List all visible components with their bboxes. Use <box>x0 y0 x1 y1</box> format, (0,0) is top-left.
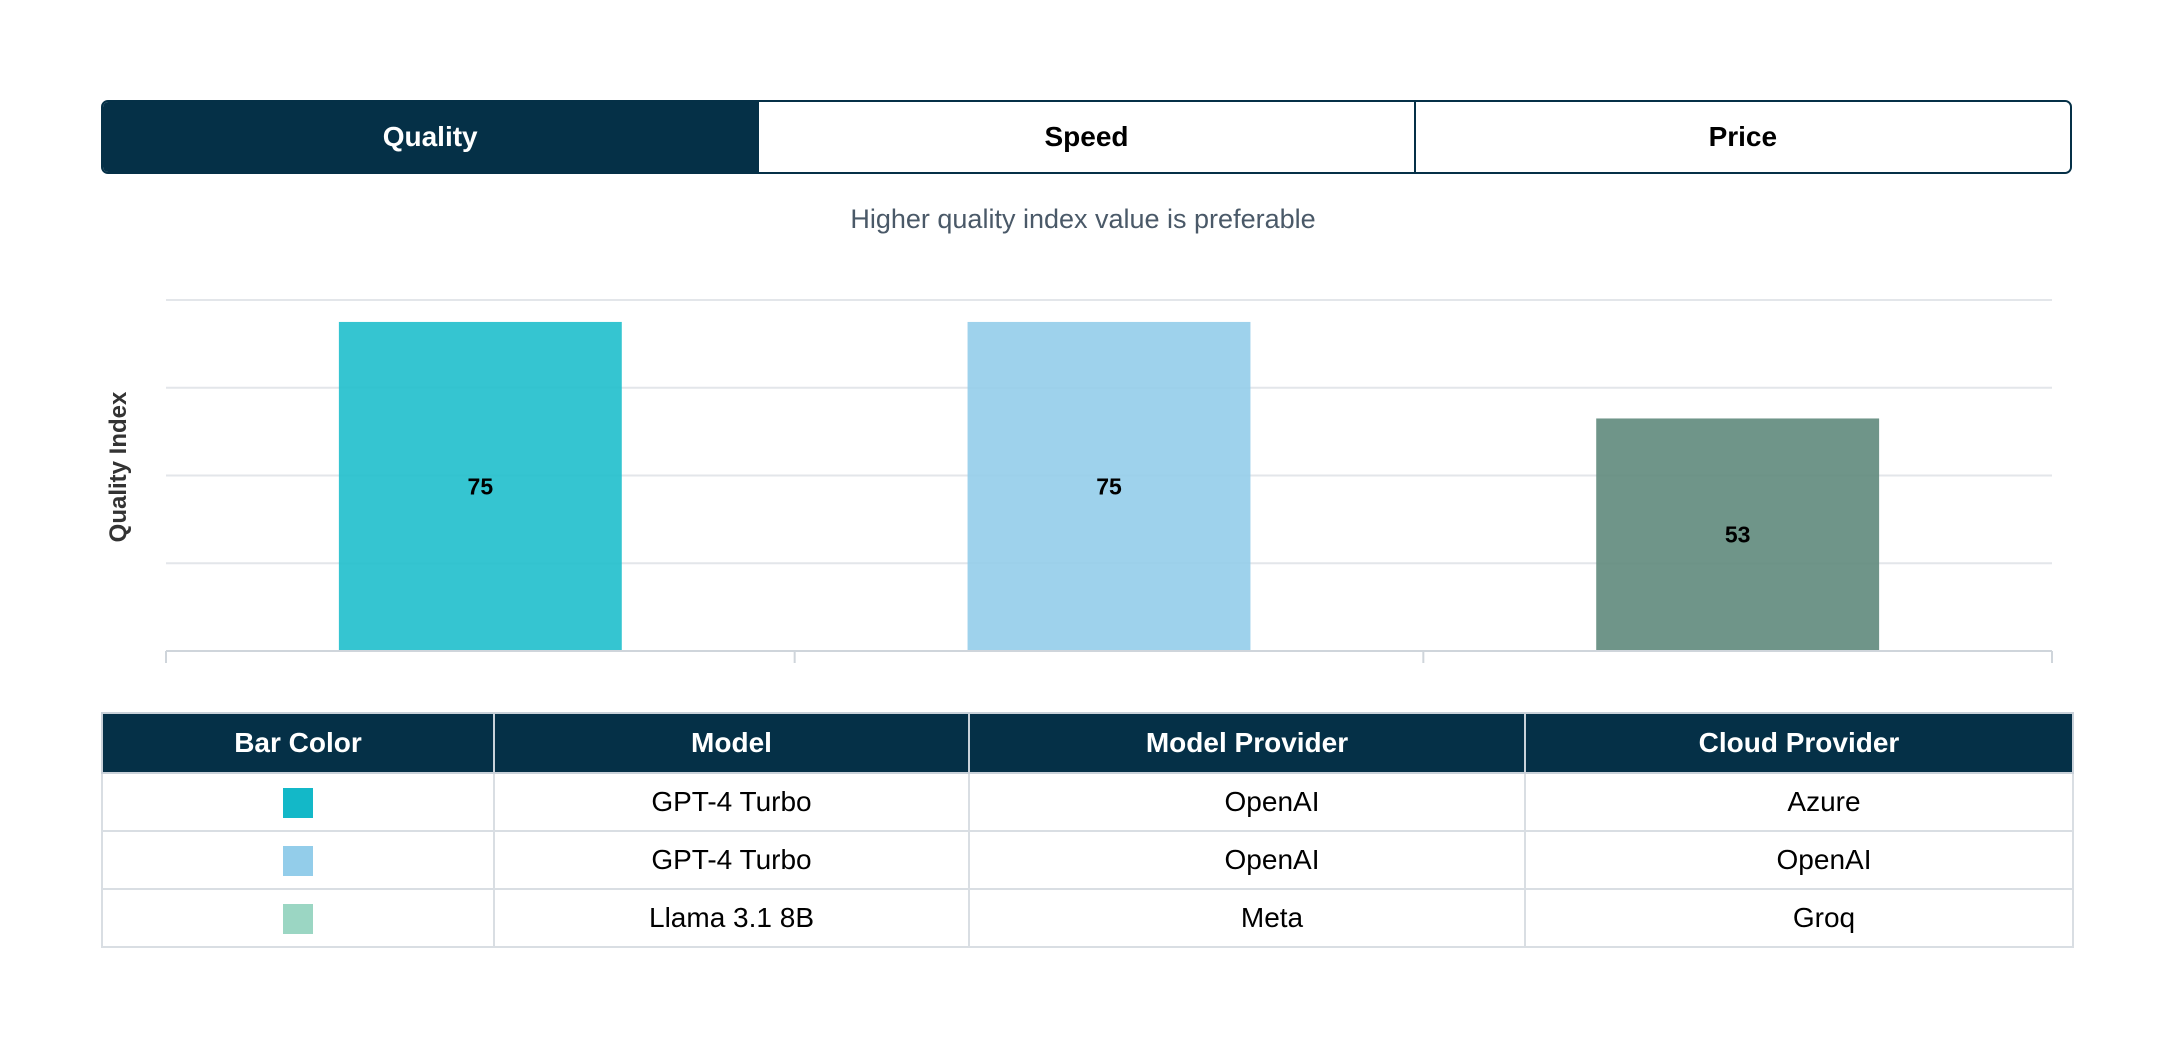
cloud-provider-cell: Groq <box>1524 888 2074 948</box>
cloud-provider-cell: Azure <box>1524 772 2074 832</box>
bar[interactable] <box>338 321 622 651</box>
table-row: GPT-4 Turbo OpenAI Azure <box>101 772 2074 832</box>
chart-subtitle: Higher quality index value is preferable <box>850 204 1316 234</box>
header-cloud-provider: Cloud Provider <box>1524 712 2074 774</box>
header-model: Model <box>493 712 970 774</box>
tab-price[interactable]: Price <box>1413 102 2070 172</box>
bars: 75 75 53 <box>338 321 1880 651</box>
model-cell: GPT-4 Turbo <box>493 772 970 832</box>
bar-color-cell <box>101 772 495 832</box>
color-swatch <box>283 788 313 819</box>
legend-table: Bar Color Model Model Provider Cloud Pro… <box>101 712 2074 948</box>
model-provider-cell: Meta <box>968 888 1526 948</box>
model-cell: Llama 3.1 8B <box>493 888 970 948</box>
tab-quality[interactable]: Quality <box>103 102 758 172</box>
y-axis-label: Quality Index <box>105 391 132 542</box>
bar-value-label: 53 <box>1725 522 1751 548</box>
bar[interactable] <box>1596 418 1880 651</box>
x-axis <box>165 650 2053 663</box>
bar-value-label: 75 <box>468 473 494 499</box>
table-row: GPT-4 Turbo OpenAI OpenAI <box>101 830 2074 890</box>
bar-value-label: 75 <box>1096 473 1122 499</box>
model-provider-cell: OpenAI <box>968 830 1526 890</box>
header-model-provider: Model Provider <box>968 712 1526 774</box>
color-swatch <box>283 904 313 935</box>
header-bar-color: Bar Color <box>101 712 495 774</box>
model-provider-cell: OpenAI <box>968 772 1526 832</box>
metric-tabs: Quality Speed Price <box>101 100 2072 174</box>
cloud-provider-cell: OpenAI <box>1524 830 2074 890</box>
bar-color-cell <box>101 830 495 890</box>
bar[interactable] <box>967 321 1251 651</box>
legend-header-row: Bar Color Model Model Provider Cloud Pro… <box>101 712 2074 774</box>
table-row: Llama 3.1 8B Meta Groq <box>101 888 2074 948</box>
bar-color-cell <box>101 888 495 948</box>
quality-bar-chart: 75 75 53 Quality Index <box>105 299 2053 663</box>
color-swatch <box>283 846 313 877</box>
tab-speed[interactable]: Speed <box>757 102 1414 172</box>
model-cell: GPT-4 Turbo <box>493 830 970 890</box>
